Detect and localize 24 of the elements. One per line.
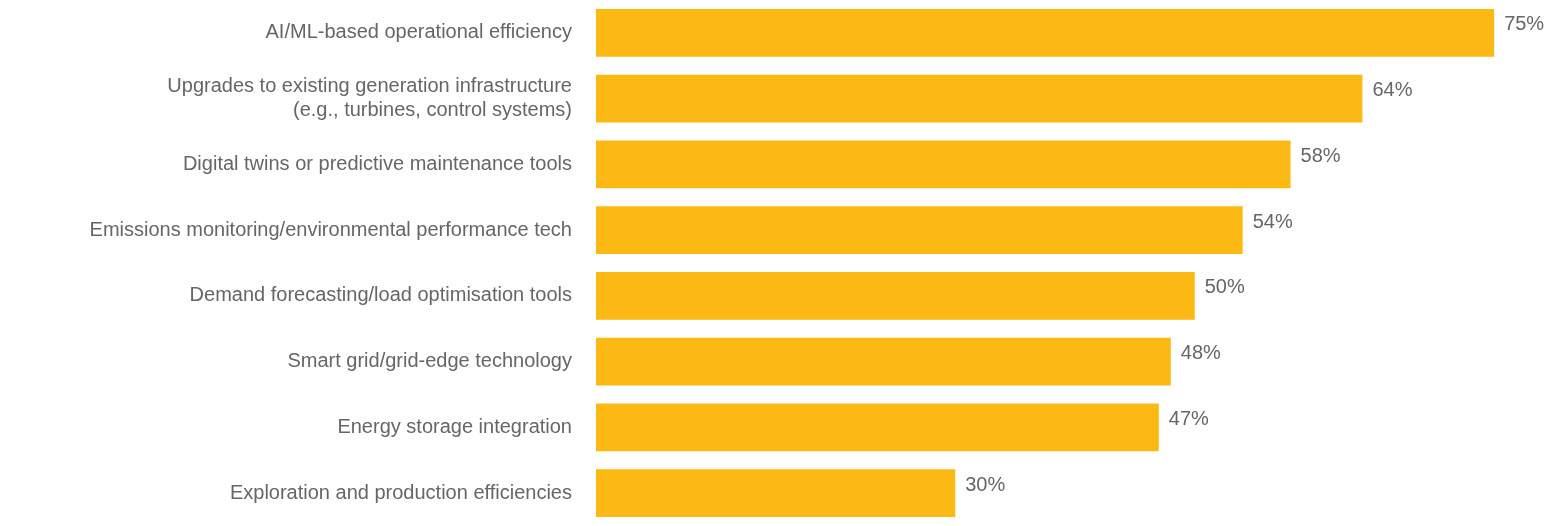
bar: [596, 140, 1291, 189]
data-label: 30%: [965, 472, 1006, 495]
data-label: 48%: [1180, 341, 1222, 364]
bar: [596, 206, 1243, 255]
data-label: 47%: [1168, 406, 1210, 429]
data-label: 50%: [1204, 275, 1245, 298]
bar: [596, 403, 1159, 452]
y-tick-label: Smart grid/grid-edge technology: [287, 349, 572, 372]
y-tick-label: Upgrades to existing generation infrastructure (e.g., turbines, control systems): [167, 74, 572, 121]
bar: [596, 74, 1363, 123]
data-label: 75%: [1504, 12, 1545, 35]
y-tick-label: Energy storage integration: [337, 414, 572, 437]
y-tick-label: AI/ML-based operational efficiency: [265, 20, 572, 43]
y-tick-label: Demand forecasting/load optimisation tools: [189, 283, 572, 306]
data-label: 54%: [1252, 209, 1293, 232]
bar: [596, 8, 1495, 57]
data-label: 64%: [1372, 78, 1413, 101]
bar: [596, 469, 956, 518]
bar: [596, 271, 1195, 320]
y-tick-label: Digital twins or predictive maintenance tools: [182, 151, 572, 174]
y-tick-label: Emissions monitoring/environmental performance tech: [89, 217, 572, 240]
y-tick-label: Exploration and production efficiencies: [229, 480, 572, 503]
bar: [596, 337, 1171, 386]
data-label: 58%: [1300, 143, 1341, 166]
